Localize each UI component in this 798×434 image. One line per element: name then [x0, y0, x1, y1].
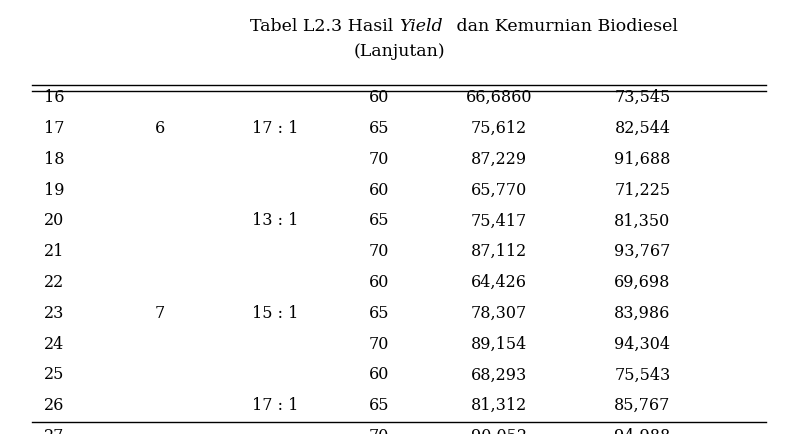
Text: 70: 70 — [369, 428, 389, 434]
Text: 65: 65 — [369, 120, 389, 137]
Text: 60: 60 — [369, 181, 389, 199]
Text: 19: 19 — [44, 181, 65, 199]
Text: 65: 65 — [369, 305, 389, 322]
Text: 15 : 1: 15 : 1 — [252, 305, 298, 322]
Text: 22: 22 — [44, 274, 64, 291]
Text: 83,986: 83,986 — [614, 305, 670, 322]
Text: 6: 6 — [155, 120, 164, 137]
Text: 87,229: 87,229 — [471, 151, 527, 168]
Text: 17 : 1: 17 : 1 — [252, 397, 298, 414]
Text: 7: 7 — [155, 305, 164, 322]
Text: 60: 60 — [369, 89, 389, 106]
Text: 70: 70 — [369, 243, 389, 260]
Text: 60: 60 — [369, 366, 389, 384]
Text: 17 : 1: 17 : 1 — [252, 120, 298, 137]
Text: 90,052: 90,052 — [471, 428, 527, 434]
Text: 94,988: 94,988 — [614, 428, 670, 434]
Text: 78,307: 78,307 — [471, 305, 527, 322]
Text: 81,312: 81,312 — [471, 397, 527, 414]
Text: 21: 21 — [44, 243, 65, 260]
Text: 18: 18 — [44, 151, 65, 168]
Text: 94,304: 94,304 — [614, 335, 670, 353]
Text: dan Kemurnian Biodiesel: dan Kemurnian Biodiesel — [451, 17, 678, 35]
Text: 70: 70 — [369, 335, 389, 353]
Text: 89,154: 89,154 — [471, 335, 527, 353]
Text: 65: 65 — [369, 397, 389, 414]
Text: 75,612: 75,612 — [471, 120, 527, 137]
Text: 91,688: 91,688 — [614, 151, 670, 168]
Text: 24: 24 — [44, 335, 64, 353]
Text: 69,698: 69,698 — [614, 274, 670, 291]
Text: 81,350: 81,350 — [614, 212, 670, 230]
Text: Tabel L2.3 Hasil: Tabel L2.3 Hasil — [251, 17, 399, 35]
Text: 71,225: 71,225 — [614, 181, 670, 199]
Text: 13 : 1: 13 : 1 — [252, 212, 298, 230]
Text: 70: 70 — [369, 151, 389, 168]
Text: 68,293: 68,293 — [471, 366, 527, 384]
Text: 20: 20 — [44, 212, 64, 230]
Text: 16: 16 — [44, 89, 65, 106]
Text: 26: 26 — [44, 397, 65, 414]
Text: 75,417: 75,417 — [471, 212, 527, 230]
Text: 60: 60 — [369, 274, 389, 291]
Text: 75,543: 75,543 — [614, 366, 670, 384]
Text: Yield: Yield — [399, 17, 443, 35]
Text: 27: 27 — [44, 428, 65, 434]
Text: 17: 17 — [44, 120, 65, 137]
Text: 25: 25 — [44, 366, 65, 384]
Text: 73,545: 73,545 — [614, 89, 670, 106]
Text: (Lanjutan): (Lanjutan) — [354, 43, 444, 60]
Text: 23: 23 — [44, 305, 65, 322]
Text: 65: 65 — [369, 212, 389, 230]
Text: 66,6860: 66,6860 — [465, 89, 532, 106]
Text: 93,767: 93,767 — [614, 243, 670, 260]
Text: 65,770: 65,770 — [471, 181, 527, 199]
Text: 64,426: 64,426 — [471, 274, 527, 291]
Text: 87,112: 87,112 — [471, 243, 527, 260]
Text: 82,544: 82,544 — [614, 120, 670, 137]
Text: 85,767: 85,767 — [614, 397, 670, 414]
